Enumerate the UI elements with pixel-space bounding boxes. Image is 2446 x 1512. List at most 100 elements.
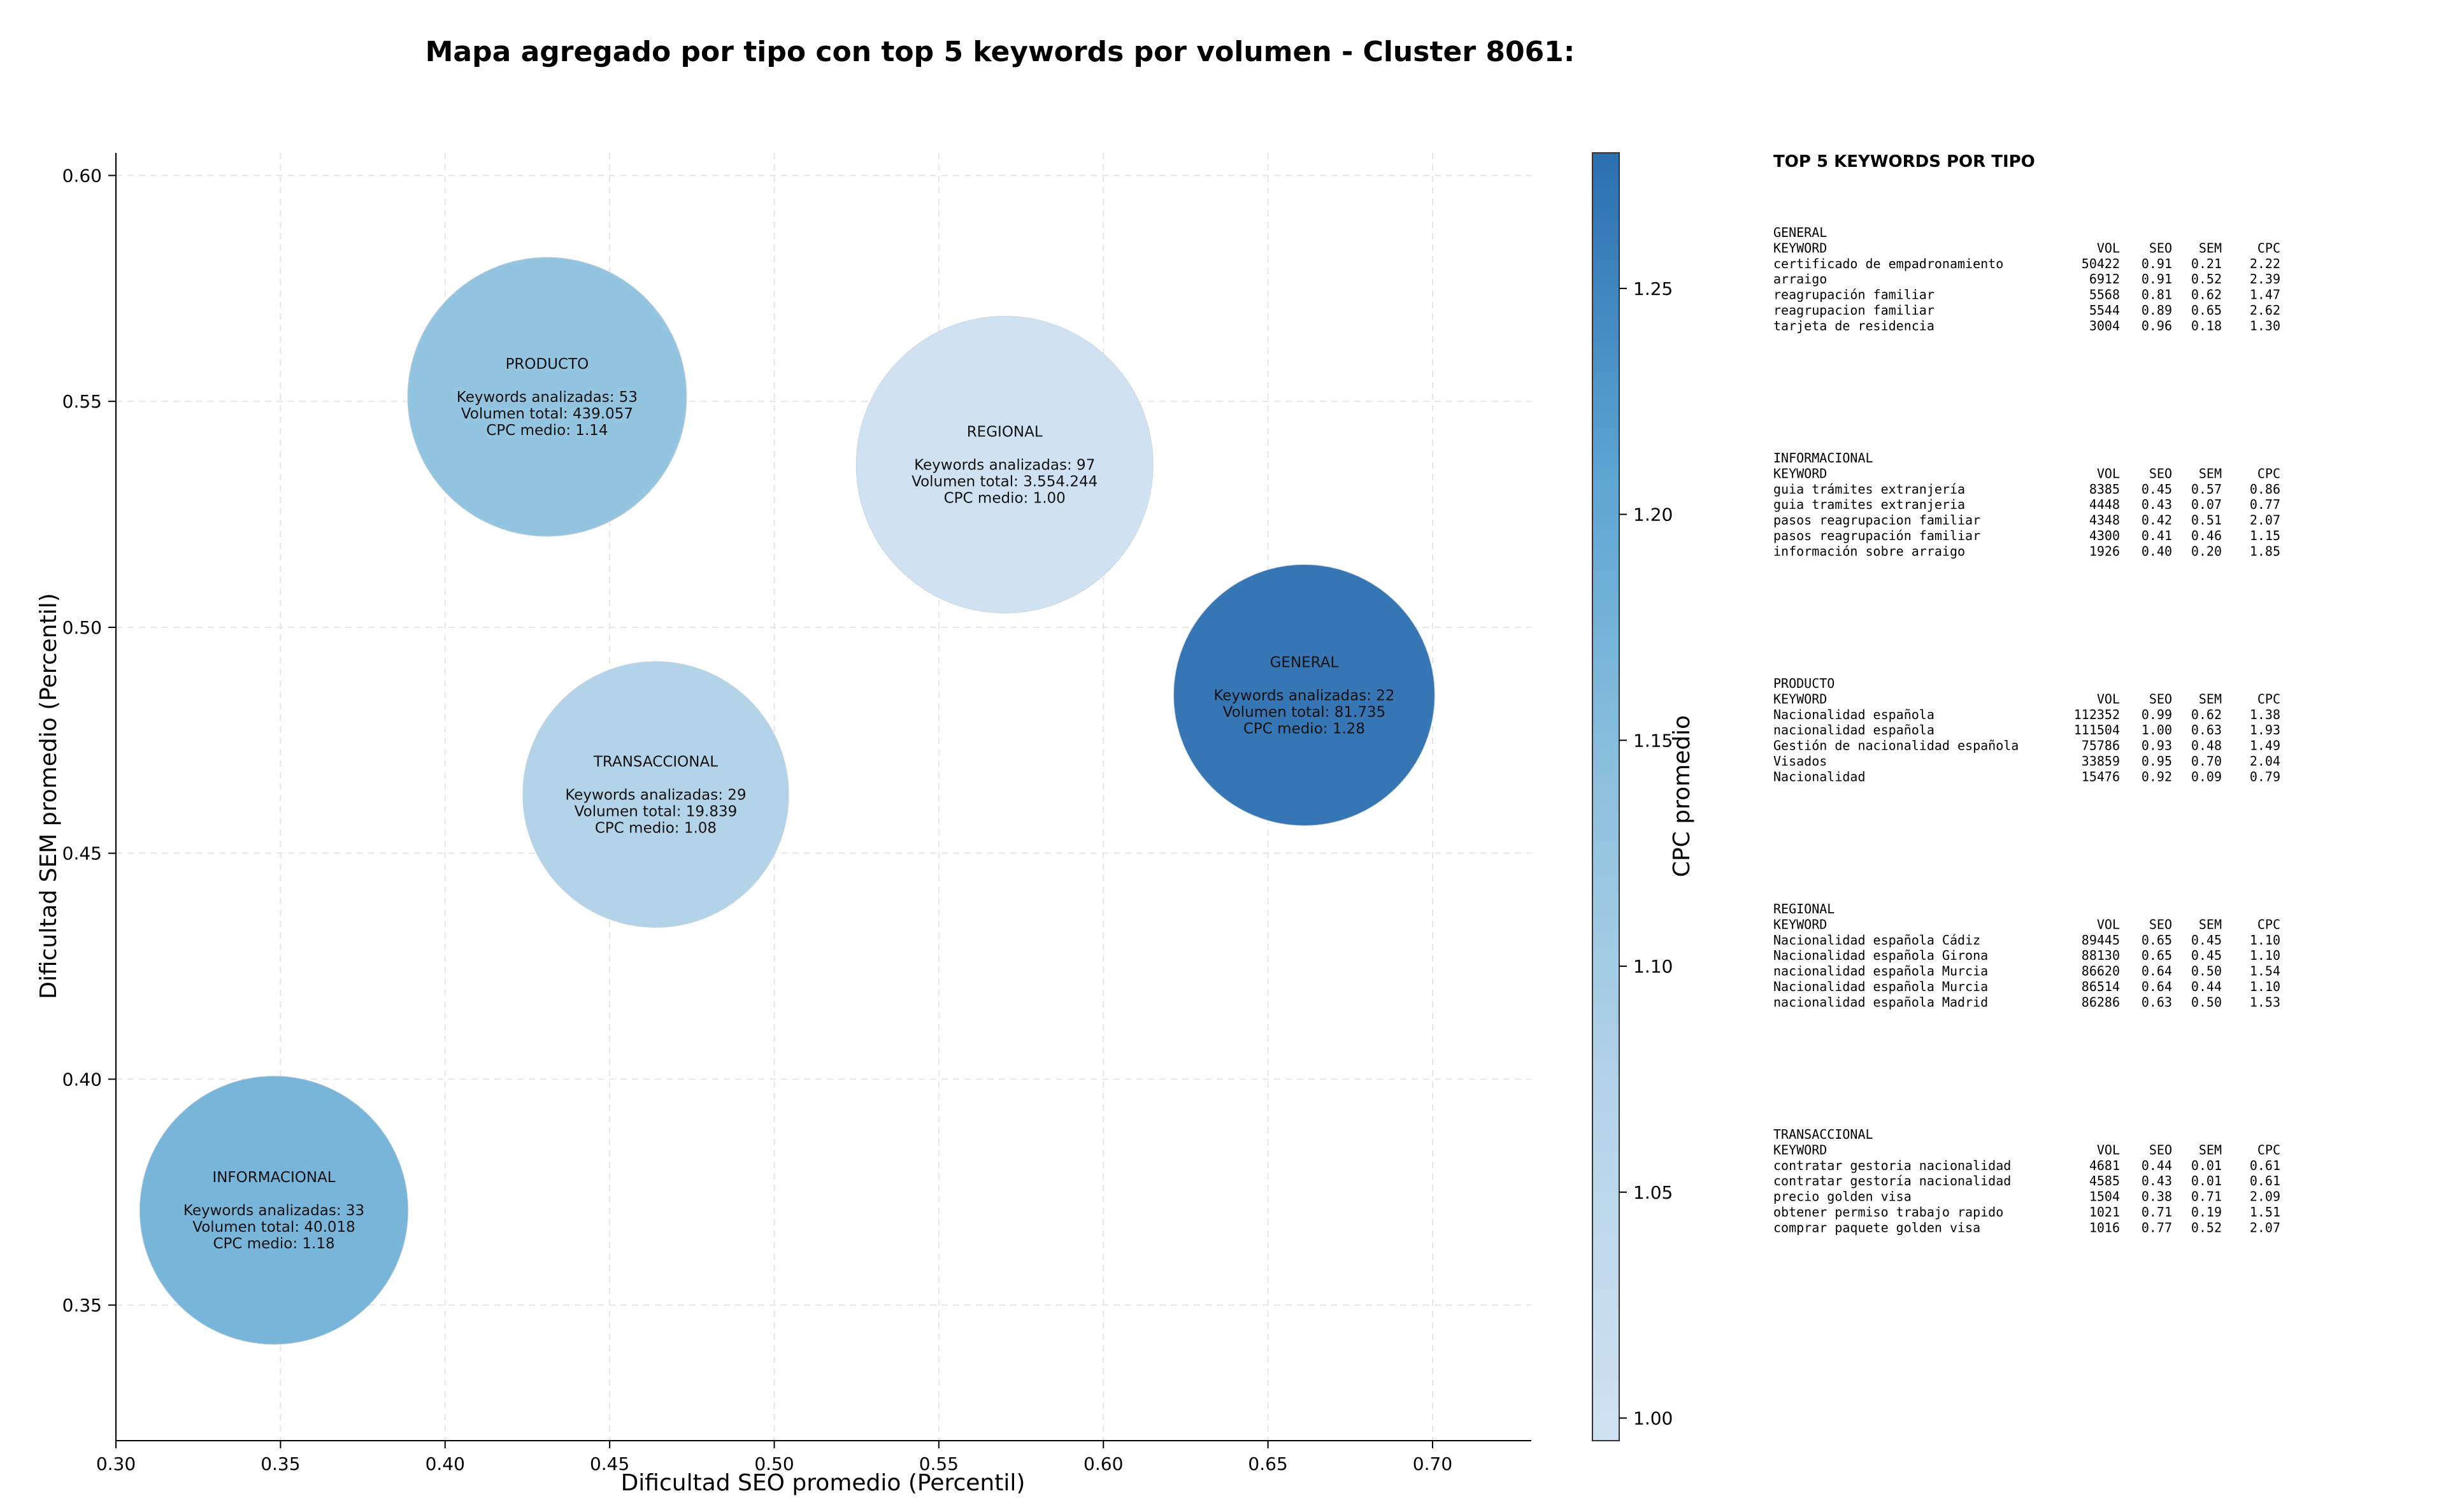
x-tick-label: 0.55 bbox=[919, 1453, 959, 1474]
panel-value: 0.65 bbox=[2142, 932, 2172, 948]
panel-header: KEYWORD bbox=[1773, 240, 1827, 255]
panel-value: 0.45 bbox=[2142, 481, 2172, 497]
panel-keyword: Gestión de nacionalidad española bbox=[1773, 738, 2019, 753]
bubble-regional bbox=[855, 316, 1154, 614]
panel-value: 0.51 bbox=[2191, 513, 2222, 528]
panel-value: 0.93 bbox=[2142, 738, 2172, 753]
panel-value: 0.62 bbox=[2191, 287, 2222, 303]
panel-header: VOL bbox=[2097, 240, 2120, 255]
panel-header: KEYWORD bbox=[1773, 691, 1827, 706]
bubble-label-informacional: INFORMACIONAL Keywords analizadas: 33Volu… bbox=[183, 1169, 364, 1252]
bubble-text: CPC medio: 1.28 bbox=[1243, 720, 1365, 737]
panel-value: 0.45 bbox=[2191, 932, 2222, 948]
x-tick-label: 0.30 bbox=[96, 1453, 136, 1474]
panel-value: 2.39 bbox=[2250, 271, 2280, 287]
panel-header: KEYWORD bbox=[1773, 1142, 1827, 1157]
panel-value: 0.65 bbox=[2142, 948, 2172, 963]
panel-keyword: nacionalidad española Murcia bbox=[1773, 964, 1988, 979]
bubble-general bbox=[1173, 564, 1435, 826]
bubble-text: Volumen total: 40.018 bbox=[192, 1219, 355, 1236]
panel-value: 0.50 bbox=[2191, 994, 2222, 1009]
panel-value: 1.10 bbox=[2250, 979, 2280, 994]
panel-value: 0.45 bbox=[2191, 948, 2222, 963]
panel-keyword: arraigo bbox=[1773, 271, 1827, 287]
y-tick-label: 0.50 bbox=[62, 617, 102, 638]
panel-keyword: reagrupacion familiar bbox=[1773, 303, 1935, 318]
panel-value: 0.42 bbox=[2142, 513, 2172, 528]
panel-value: 0.61 bbox=[2250, 1173, 2280, 1188]
colorbar-tick-label: 1.20 bbox=[1633, 504, 1673, 525]
colorbar-tick-label: 1.10 bbox=[1633, 956, 1673, 977]
bubble-text: CPC medio: 1.14 bbox=[486, 422, 608, 439]
panel-value: 0.63 bbox=[2142, 994, 2172, 1009]
panel-value: 0.71 bbox=[2142, 1204, 2172, 1220]
panel-value: 89445 bbox=[2082, 932, 2120, 948]
panel-keyword: Nacionalidad española Girona bbox=[1773, 948, 1988, 963]
panel-value: 0.86 bbox=[2250, 481, 2280, 497]
panel-value: 0.50 bbox=[2191, 964, 2222, 979]
panel-value: 2.62 bbox=[2250, 303, 2280, 318]
bubble-text: TRANSACCIONAL bbox=[593, 753, 718, 770]
panel-value: 0.91 bbox=[2142, 256, 2172, 271]
panel-header: SEO bbox=[2149, 240, 2172, 255]
panel-value: 5544 bbox=[2089, 303, 2120, 318]
bubble-text: CPC medio: 1.08 bbox=[595, 820, 717, 836]
panel-header: SEO bbox=[2149, 916, 2172, 932]
panel-value: 0.18 bbox=[2191, 318, 2222, 333]
panel-header: VOL bbox=[2097, 466, 2120, 481]
panel-header: SEO bbox=[2149, 466, 2172, 481]
y-tick-label: 0.40 bbox=[62, 1069, 102, 1090]
panel-header: CPC bbox=[2257, 1142, 2280, 1157]
panel-header: KEYWORD bbox=[1773, 916, 1827, 932]
panel-value: 0.64 bbox=[2142, 979, 2172, 994]
bubble-producto bbox=[407, 257, 687, 537]
bubble-informacional bbox=[139, 1075, 409, 1345]
x-tick-label: 0.65 bbox=[1248, 1453, 1287, 1474]
panel-value: 0.38 bbox=[2142, 1189, 2172, 1204]
x-tick-label: 0.45 bbox=[590, 1453, 629, 1474]
panel-keyword: tarjeta de residencia bbox=[1773, 318, 1935, 333]
panel-header: CPC bbox=[2257, 691, 2280, 706]
panel-value: 1926 bbox=[2089, 543, 2120, 559]
y-tick-label: 0.60 bbox=[62, 165, 102, 186]
panel-value: 1.30 bbox=[2250, 318, 2280, 333]
panel-value: 1016 bbox=[2089, 1220, 2120, 1235]
panel-value: 1.85 bbox=[2250, 543, 2280, 559]
x-tick-label: 0.40 bbox=[426, 1453, 465, 1474]
panel-value: 1.54 bbox=[2250, 964, 2280, 979]
y-tick-label: 0.45 bbox=[62, 843, 102, 864]
panel-keyword: Nacionalidad bbox=[1773, 769, 1866, 784]
panel-keyword: Visados bbox=[1773, 753, 1827, 769]
panel-value: 33859 bbox=[2082, 753, 2120, 769]
panel-value: 6912 bbox=[2089, 271, 2120, 287]
panel-value: 8385 bbox=[2089, 481, 2120, 497]
panel-value: 75786 bbox=[2082, 738, 2120, 753]
panel-keyword: Nacionalidad española bbox=[1773, 707, 1935, 722]
panel-value: 0.99 bbox=[2142, 707, 2172, 722]
panel-header: CPC bbox=[2257, 466, 2280, 481]
panel-value: 86286 bbox=[2082, 994, 2120, 1009]
panel-value: 0.77 bbox=[2250, 497, 2280, 512]
x-axis-label: Dificultad SEO promedio (Percentil) bbox=[621, 1470, 1026, 1496]
panel-value: 0.91 bbox=[2142, 271, 2172, 287]
panel-value: 1.10 bbox=[2250, 932, 2280, 948]
bubble-text: INFORMACIONAL bbox=[212, 1169, 335, 1186]
panel-value: 0.95 bbox=[2142, 753, 2172, 769]
x-tick-label: 0.70 bbox=[1413, 1453, 1452, 1474]
panel-group-title: TRANSACCIONAL bbox=[1773, 1127, 1873, 1142]
bubble-text: Keywords analizadas: 22 bbox=[1213, 687, 1394, 704]
panel-value: 0.64 bbox=[2142, 964, 2172, 979]
panel-value: 88130 bbox=[2082, 948, 2120, 963]
panel-header: SEO bbox=[2149, 691, 2172, 706]
panel-value: 0.70 bbox=[2191, 753, 2222, 769]
panel-value: 0.57 bbox=[2191, 481, 2222, 497]
panel-value: 112352 bbox=[2074, 707, 2120, 722]
panel-keyword: certificado de empadronamiento bbox=[1773, 256, 2003, 271]
panel-value: 0.52 bbox=[2191, 1220, 2222, 1235]
panel-value: 50422 bbox=[2082, 256, 2120, 271]
panel-header: SEM bbox=[2199, 916, 2222, 932]
